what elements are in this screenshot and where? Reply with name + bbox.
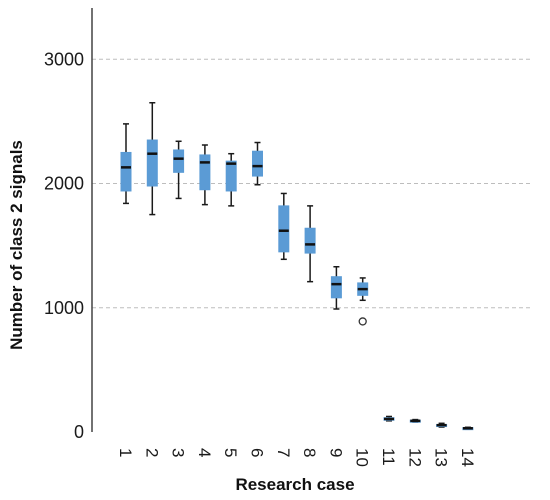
x-tick-label: 11 [379, 448, 398, 466]
box-case-12 [409, 418, 421, 423]
box-case-4 [199, 144, 211, 206]
y-tick-label: 3000 [44, 49, 84, 69]
x-tick-label: 2 [142, 448, 161, 457]
y-tick-label: 2000 [44, 174, 84, 194]
x-tick-label: 1 [116, 448, 135, 457]
box-case-1 [120, 123, 132, 205]
x-tick-label: 9 [326, 448, 345, 457]
x-axis-title: Research case [235, 475, 354, 494]
box-iqr [252, 150, 263, 177]
y-tick-label: 1000 [44, 298, 84, 318]
x-tick-label: 7 [274, 448, 293, 457]
box-case-8 [304, 205, 316, 283]
x-tick-label: 4 [195, 448, 214, 457]
box-case-14 [462, 426, 474, 431]
box-iqr [120, 151, 132, 192]
x-tick-label: 12 [405, 448, 424, 467]
box-iqr [225, 160, 237, 192]
x-tick-label: 10 [353, 448, 372, 467]
box-iqr [199, 154, 211, 191]
box-case-10 [357, 277, 369, 326]
box-iqr [278, 205, 290, 253]
x-tick-label: 13 [432, 448, 451, 467]
x-tick-label: 8 [300, 448, 319, 457]
boxes [120, 102, 474, 431]
box-case-2 [146, 102, 158, 216]
outlier-point [358, 317, 367, 326]
box-case-9 [330, 266, 342, 310]
x-tick-label: 5 [221, 448, 240, 457]
box-case-7 [278, 192, 290, 261]
box-iqr [146, 139, 158, 187]
y-axis-title: Number of class 2 signals [7, 140, 26, 350]
y-tick-label: 0 [74, 422, 84, 442]
x-tick-label: 3 [169, 448, 188, 457]
x-tick-labels: 1 2 3 4 5 6 7 8 9 10 11 12 13 14 [116, 448, 477, 467]
box-case-3 [173, 140, 185, 200]
box-case-11 [383, 415, 395, 422]
box-case-5 [225, 152, 237, 207]
box-iqr [304, 227, 316, 254]
y-tick-labels: 0 1000 2000 3000 [44, 49, 84, 442]
box-case-13 [436, 422, 448, 428]
grid-lines [92, 58, 530, 309]
box-case-6 [252, 141, 263, 186]
x-tick-label: 6 [248, 448, 267, 457]
box-iqr [173, 149, 185, 173]
x-tick-label: 14 [458, 448, 477, 467]
box-iqr [330, 276, 342, 299]
